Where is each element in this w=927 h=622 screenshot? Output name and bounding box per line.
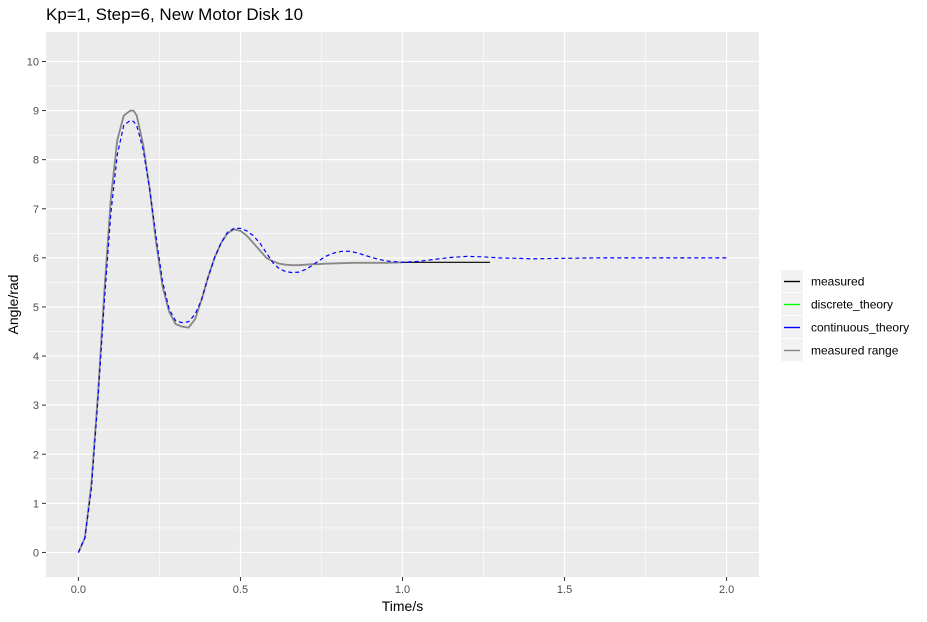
x-tick-label: 2.0 (719, 584, 734, 596)
legend-label: discrete_theory (811, 298, 893, 312)
y-tick-label: 5 (33, 302, 39, 314)
y-axis-ticks: 0 1 2 3 4 5 6 7 8 9 10 (27, 56, 46, 559)
x-axis-title: Time/s (382, 598, 423, 614)
y-tick-label: 4 (33, 351, 39, 363)
series-layer (77, 109, 727, 553)
x-tick-label: 1.5 (557, 584, 572, 596)
legend: measured discrete_theory continuous_theory… (781, 270, 909, 361)
y-tick-label: 8 (33, 155, 39, 167)
y-tick-label: 6 (33, 253, 39, 265)
y-tick-label: 0 (33, 547, 39, 559)
y-tick-label: 2 (33, 449, 39, 461)
y-tick-label: 9 (33, 106, 39, 118)
legend-label: continuous_theory (811, 321, 909, 335)
x-tick-label: 0.5 (233, 584, 248, 596)
x-tick-label: 0.0 (71, 584, 86, 596)
legend-label: measured range (811, 344, 899, 358)
chart-title: Kp=1, Step=6, New Motor Disk 10 (46, 5, 303, 24)
x-axis-ticks: 0.0 0.5 1.0 1.5 2.0 (71, 577, 734, 596)
legend-label: measured (811, 275, 864, 289)
x-tick-label: 1.0 (395, 584, 410, 596)
y-tick-label: 7 (33, 204, 39, 216)
y-tick-label: 10 (27, 56, 39, 68)
y-tick-label: 1 (33, 498, 39, 510)
y-tick-label: 3 (33, 400, 39, 412)
series-continuous-theory-line (77, 119, 727, 553)
y-axis-title: Angle/rad (5, 275, 21, 335)
